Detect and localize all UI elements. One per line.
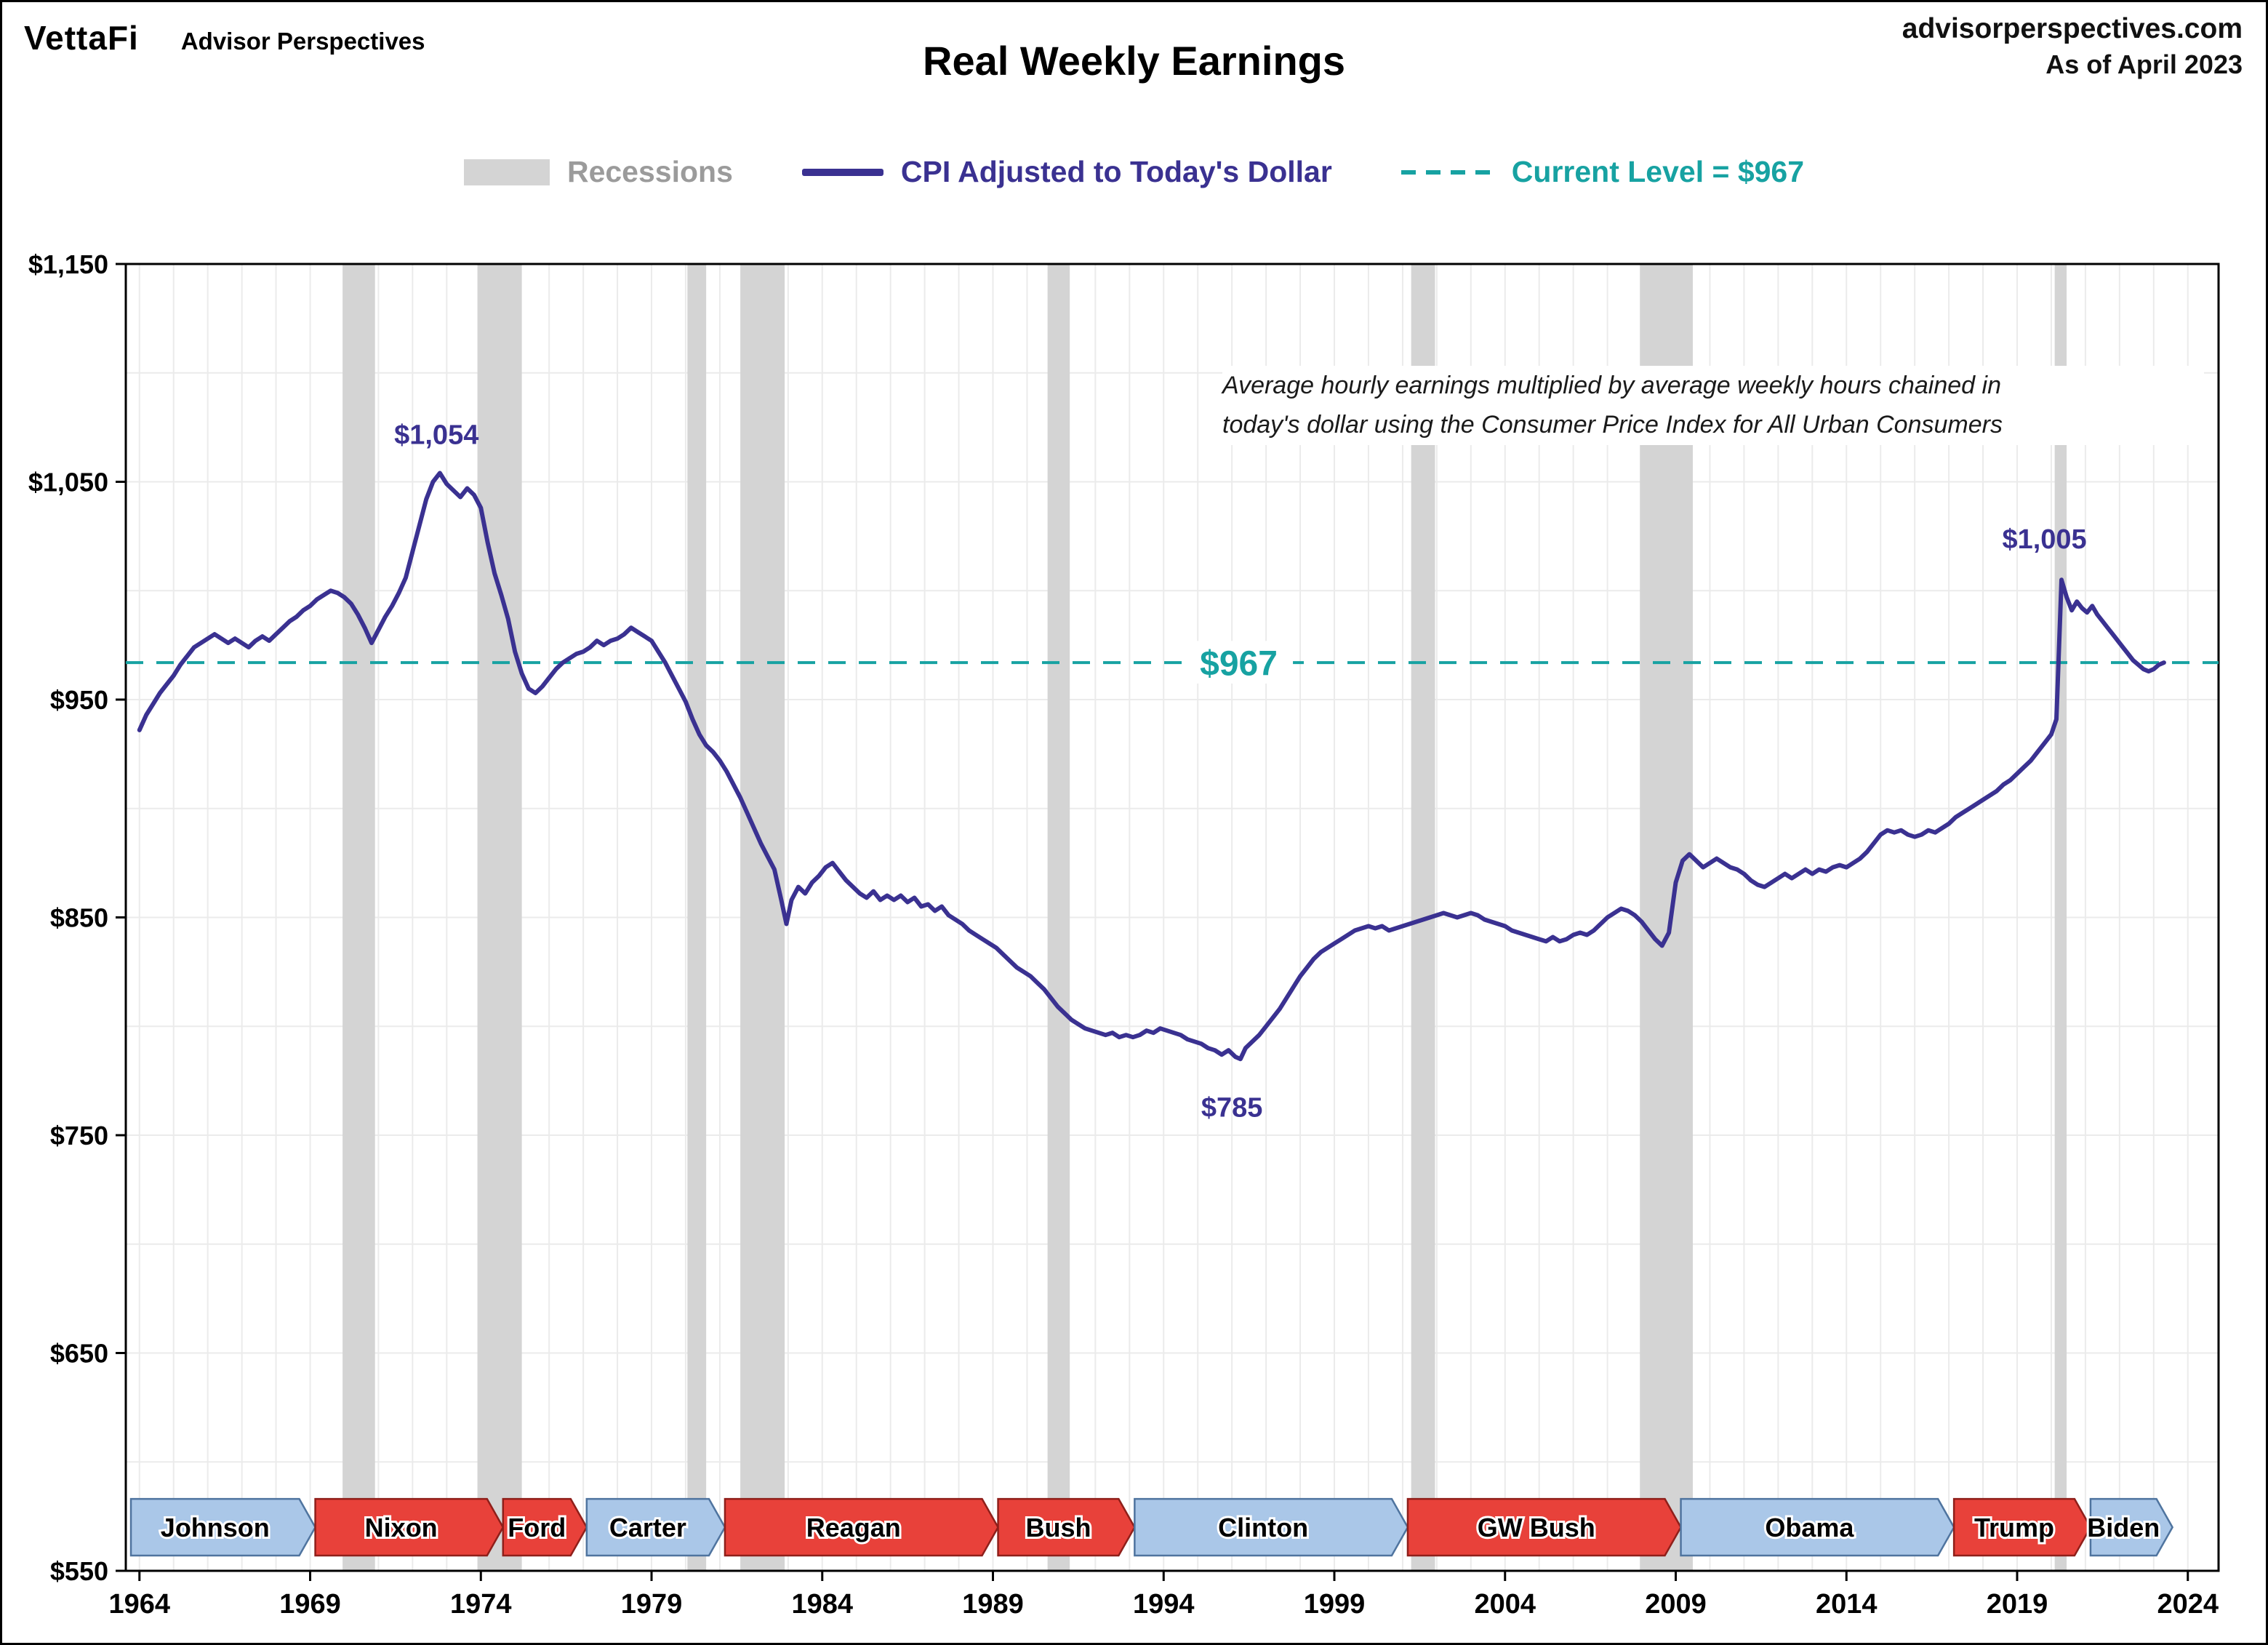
legend-item-recessions: Recessions	[463, 155, 733, 189]
recession-band	[477, 264, 522, 1571]
president-arrow-trump	[1952, 1497, 2092, 1557]
president-label-bush: Bush	[1025, 1513, 1091, 1542]
annotation-1054: $1,054	[394, 420, 478, 450]
recession-band	[2054, 264, 2067, 1571]
recession-swatch	[463, 159, 550, 185]
methodology-note-line1: Average hourly earnings multiplied by av…	[1222, 372, 2001, 399]
x-tick-label: 2019	[1987, 1589, 2048, 1620]
president-label-gw-bush: GW Bush	[1478, 1513, 1595, 1542]
x-tick-label: 1964	[109, 1589, 171, 1620]
legend-series-label: CPI Adjusted to Today's Dollar	[900, 155, 1332, 188]
y-tick-label: $950	[50, 685, 108, 715]
president-arrow-ford	[502, 1497, 588, 1557]
legend-item-current-level: Current Level = $967	[1401, 155, 1804, 189]
president-arrow-carter	[585, 1497, 726, 1557]
earnings-line	[137, 471, 2166, 1062]
x-tick-label: 1969	[279, 1589, 341, 1620]
president-label-clinton: Clinton	[1218, 1513, 1308, 1542]
president-label-carter: Carter	[609, 1513, 686, 1542]
president-arrow-biden	[2089, 1497, 2174, 1557]
president-label-nixon: Nixon	[365, 1513, 438, 1542]
y-tick-label: $850	[50, 903, 108, 933]
recession-band	[740, 264, 785, 1571]
source-site: advisorperspectives.com	[1902, 13, 2243, 44]
annotation-785: $785	[1201, 1093, 1263, 1124]
recession-band	[1047, 264, 1070, 1571]
president-label-ford: Ford	[508, 1513, 566, 1542]
president-label-johnson: Johnson	[161, 1513, 270, 1542]
president-label-obama: Obama	[1765, 1513, 1854, 1542]
y-tick-label: $650	[50, 1339, 108, 1369]
x-tick-label: 1999	[1304, 1589, 1366, 1620]
legend: Recessions CPI Adjusted to Today's Dolla…	[2, 155, 2266, 189]
x-tick-label: 1984	[791, 1589, 853, 1620]
vettafi-logo: VettaFi	[24, 19, 139, 57]
recession-band	[342, 264, 375, 1571]
annotation-1005: $1,005	[2002, 524, 2086, 555]
plot-area: 1964 1969 1974 1979 1984 1989 1994 1999 2004 2009…	[28, 249, 2220, 1620]
annotation-967: $967	[1200, 644, 1278, 683]
annotation-bg	[1185, 641, 1294, 684]
brand-row: VettaFi Advisor Perspectives	[24, 18, 425, 57]
earnings-chart: 1964 1969 1974 1979 1984 1989 1994 1999 2004 2009…	[28, 249, 2220, 1620]
president-arrow-reagan	[724, 1497, 999, 1557]
legend-item-series: CPI Adjusted to Today's Dollar	[801, 155, 1332, 189]
president-arrow-obama	[1680, 1497, 1955, 1557]
x-tick-label: 2009	[1645, 1589, 1707, 1620]
y-tick-label: $550	[50, 1556, 108, 1586]
methodology-note: Average hourly earnings multiplied by av…	[1222, 366, 2204, 445]
x-tick-label: 1979	[621, 1589, 683, 1620]
president-arrow-clinton	[1134, 1497, 1409, 1557]
x-tick-label: 2024	[2157, 1589, 2219, 1620]
y-tick-label: $1,050	[28, 468, 108, 497]
methodology-note-line2: today's dollar using the Consumer Price …	[1222, 411, 2003, 439]
as-of-date: As of April 2023	[2045, 49, 2243, 79]
x-tick-label: 2004	[1474, 1589, 1536, 1620]
x-tick-label: 1994	[1133, 1589, 1195, 1620]
brand-subtitle: Advisor Perspectives	[180, 28, 425, 55]
president-arrow-gw-bush	[1406, 1497, 1682, 1557]
page-title: Real Weekly Earnings	[923, 38, 1345, 84]
series-line-swatch	[801, 168, 883, 176]
president-arrow-johnson	[129, 1497, 317, 1557]
legend-recessions-label: Recessions	[566, 155, 733, 188]
y-tick-label: $750	[50, 1121, 108, 1150]
source-block: advisorperspectives.com As of April 2023	[1902, 11, 2243, 81]
president-label-trump: Trump	[1974, 1513, 2054, 1542]
x-tick-label: 1989	[962, 1589, 1024, 1620]
x-tick-label: 1974	[450, 1589, 512, 1620]
legend-current-label: Current Level = $967	[1511, 155, 1805, 188]
y-tick-label: $1,150	[28, 249, 108, 279]
recession-band	[687, 264, 707, 1571]
president-arrow-bush	[997, 1497, 1136, 1557]
president-label-reagan: Reagan	[806, 1513, 901, 1542]
current-level-swatch	[1401, 169, 1494, 175]
x-tick-label: 2014	[1816, 1589, 1878, 1620]
president-arrow-nixon	[314, 1497, 505, 1557]
president-label-biden: Biden	[2087, 1513, 2160, 1542]
recession-band	[1640, 264, 1693, 1571]
